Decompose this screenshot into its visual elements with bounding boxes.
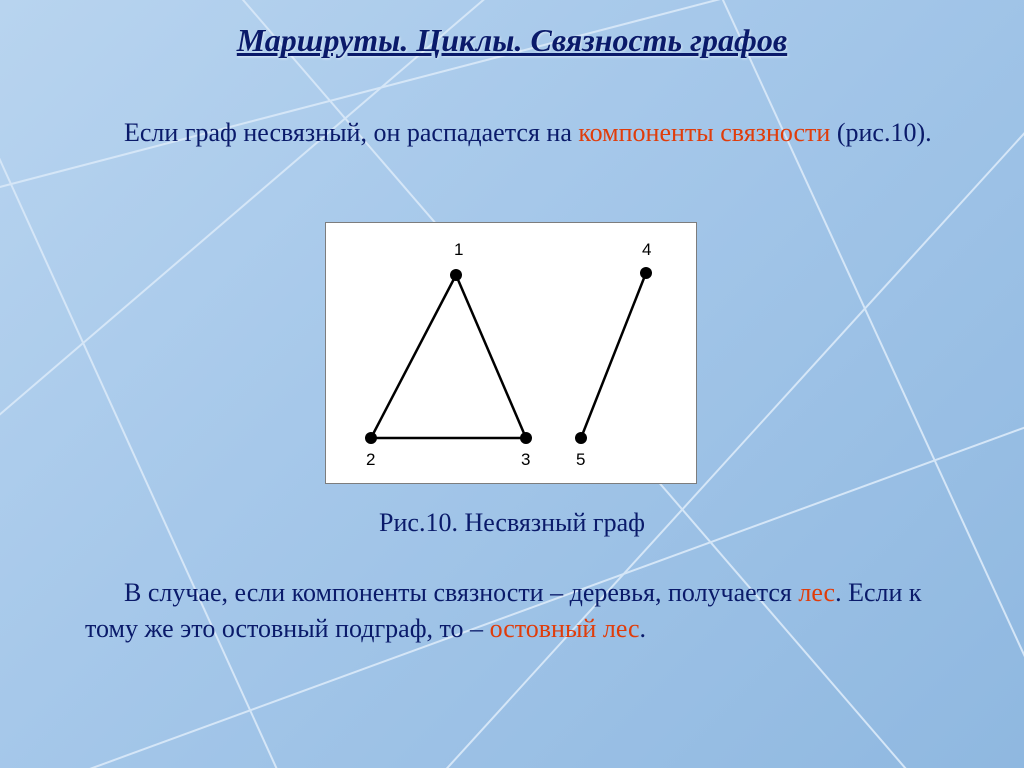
graph-svg: 1 2 3 4 5: [326, 223, 696, 483]
graph-edge: [456, 275, 526, 438]
graph-node: [640, 267, 652, 279]
para2-hl1: лес: [798, 578, 835, 607]
slide: Маршруты. Циклы. Связность графов Если г…: [0, 0, 1024, 768]
graph-node-label: 4: [642, 240, 651, 259]
graph-node-label: 2: [366, 450, 375, 469]
para2-text1: В случае, если компоненты связности – де…: [124, 578, 798, 607]
graph-node-label: 1: [454, 240, 463, 259]
para1-prefix: Если граф несвязный, он распадается на: [124, 118, 578, 147]
graph-edge: [581, 273, 646, 438]
graph-node-label: 3: [521, 450, 530, 469]
graph-node: [450, 269, 462, 281]
para1-highlight: компоненты связности: [578, 118, 830, 147]
paragraph-2: В случае, если компоненты связности – де…: [85, 575, 955, 648]
graph-edge: [371, 275, 456, 438]
para1-suffix: (рис.10).: [830, 118, 931, 147]
para2-text3: .: [640, 614, 647, 643]
para2-hl2: остовный лес: [490, 614, 640, 643]
slide-title: Маршруты. Циклы. Связность графов: [0, 22, 1024, 59]
graph-node: [575, 432, 587, 444]
figure-caption: Рис.10. Несвязный граф: [0, 505, 1024, 541]
graph-node: [520, 432, 532, 444]
figure-graph: 1 2 3 4 5: [325, 222, 697, 484]
graph-node: [365, 432, 377, 444]
paragraph-1: Если граф несвязный, он распадается на к…: [85, 115, 945, 151]
graph-node-label: 5: [576, 450, 585, 469]
